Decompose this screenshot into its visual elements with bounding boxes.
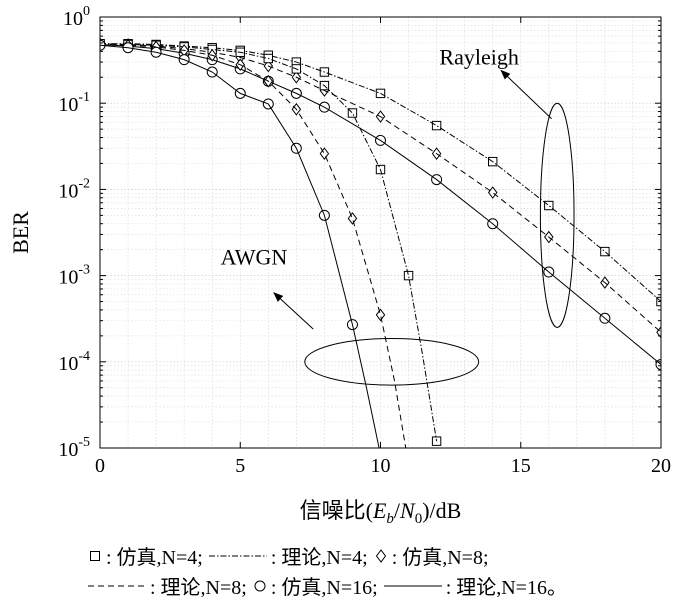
rayleigh-arrow <box>500 69 552 120</box>
rayleigh-ellipse <box>539 102 575 328</box>
marker-rayleigh-sim-n4 <box>600 246 610 257</box>
y-tick-label: 10-5 <box>58 435 90 461</box>
x-tick-label: 0 <box>95 455 105 477</box>
legend-row: : 理论,N=8; : 仿真,N=16; : 理论,N=16。 <box>86 570 700 600</box>
awgn-theory-n8 <box>100 43 407 448</box>
series-layer <box>100 37 661 448</box>
solid-legend-symbol <box>383 585 442 587</box>
x-axis-label-slash: / <box>394 498 401 523</box>
x-tick-label: 5 <box>235 455 245 477</box>
y-tick-label: 100 <box>63 4 90 30</box>
series-line-awgn-theory-n4 <box>100 43 438 442</box>
x-axis-label-e: E <box>372 498 387 523</box>
y-axis-label: BER <box>8 211 33 254</box>
awgn-arrow <box>273 292 314 330</box>
rayleigh-label: Rayleigh <box>439 44 518 69</box>
x-axis-label-n: N <box>399 498 416 523</box>
grid-lines <box>100 17 661 448</box>
series-line-awgn-theory-n16 <box>100 44 380 448</box>
series-line-awgn-theory-n8 <box>100 43 407 448</box>
rayleigh-theory-n8 <box>100 43 661 333</box>
series-line-rayleigh-theory-n8 <box>100 43 661 333</box>
x-axis-label: 信噪比(Eb/N0)/dB <box>300 498 462 527</box>
y-tick-label: 10-3 <box>58 263 90 289</box>
y-tick-label: 10-1 <box>58 90 90 116</box>
x-axis-label-prefix: 信噪比( <box>300 498 373 523</box>
legend-item-label: : 理论,N=8; <box>150 576 247 599</box>
annotation-layer <box>273 69 575 386</box>
legend-item-label: : 仿真,N=8; <box>391 546 489 569</box>
marker-awgn-sim-n8 <box>347 212 358 225</box>
x-tick-label: 15 <box>511 455 531 477</box>
diamond-legend-symbol <box>375 549 386 563</box>
marker-awgn-sim-n4 <box>403 270 414 281</box>
plot-frame <box>99 16 662 449</box>
awgn-theory-n16 <box>100 44 380 448</box>
x-tick-label: 10 <box>371 455 391 477</box>
legend-item: : 仿真,N=16; <box>251 571 378 600</box>
marker-rayleigh-sim-n4 <box>431 120 442 131</box>
legend-item: : 理论,N=4; <box>207 541 368 570</box>
legend-item: : 理论,N=8; <box>86 571 247 600</box>
marker-awgn-sim-n8 <box>375 308 386 322</box>
marker-rayleigh-sim-n8 <box>487 186 498 199</box>
series-line-rayleigh-theory-n4 <box>100 43 661 302</box>
legend-item-label: : 理论,N=16。 <box>445 576 567 599</box>
rayleigh-sim-n8 <box>100 37 661 339</box>
y-tick-label: 10-4 <box>58 349 90 375</box>
x-axis-label-0: 0 <box>415 511 423 527</box>
awgn-ellipse <box>304 338 480 386</box>
awgn-sim-n16 <box>100 39 358 331</box>
rayleigh-theory-n4 <box>100 43 661 302</box>
legend-item-label: : 理论,N=4; <box>270 546 368 569</box>
rayleigh-theory-n16 <box>100 43 661 365</box>
legend: : 仿真,N=4; : 理论,N=4; : 仿真,N=8; : 理论,N=8; : 仿真… <box>86 540 700 600</box>
x-axis-label-suffix: )/dB <box>422 498 461 523</box>
awgn-theory-n4 <box>100 43 438 442</box>
marker-awgn-sim-n4 <box>347 108 358 118</box>
legend-item: : 仿真,N=8; <box>372 541 489 570</box>
legend-row: : 仿真,N=4; : 理论,N=4; : 仿真,N=8; <box>86 540 700 570</box>
legend-item: : 理论,N=16。 <box>382 571 567 600</box>
dashed-legend-symbol <box>88 585 146 587</box>
awgn-label: AWGN <box>221 244 288 269</box>
x-axis-label-b: b <box>386 511 394 527</box>
legend-item: : 仿真,N=4; <box>86 541 203 570</box>
square-legend-symbol <box>90 551 100 561</box>
y-tick-label: 10-2 <box>58 176 90 202</box>
dashdot-legend-symbol <box>208 555 267 557</box>
x-tick-label: 20 <box>651 455 671 477</box>
circle-legend-symbol <box>254 580 266 592</box>
marker-rayleigh-sim-n4 <box>544 200 554 211</box>
series-line-rayleigh-theory-n16 <box>100 43 661 365</box>
legend-item-label: : 仿真,N=4; <box>106 546 203 569</box>
axis-ticks: 0 5 10 15 20 100 10-1 10-2 10-3 10-4 10-5 <box>58 4 671 477</box>
legend-item-label: : 仿真,N=16; <box>270 576 378 599</box>
